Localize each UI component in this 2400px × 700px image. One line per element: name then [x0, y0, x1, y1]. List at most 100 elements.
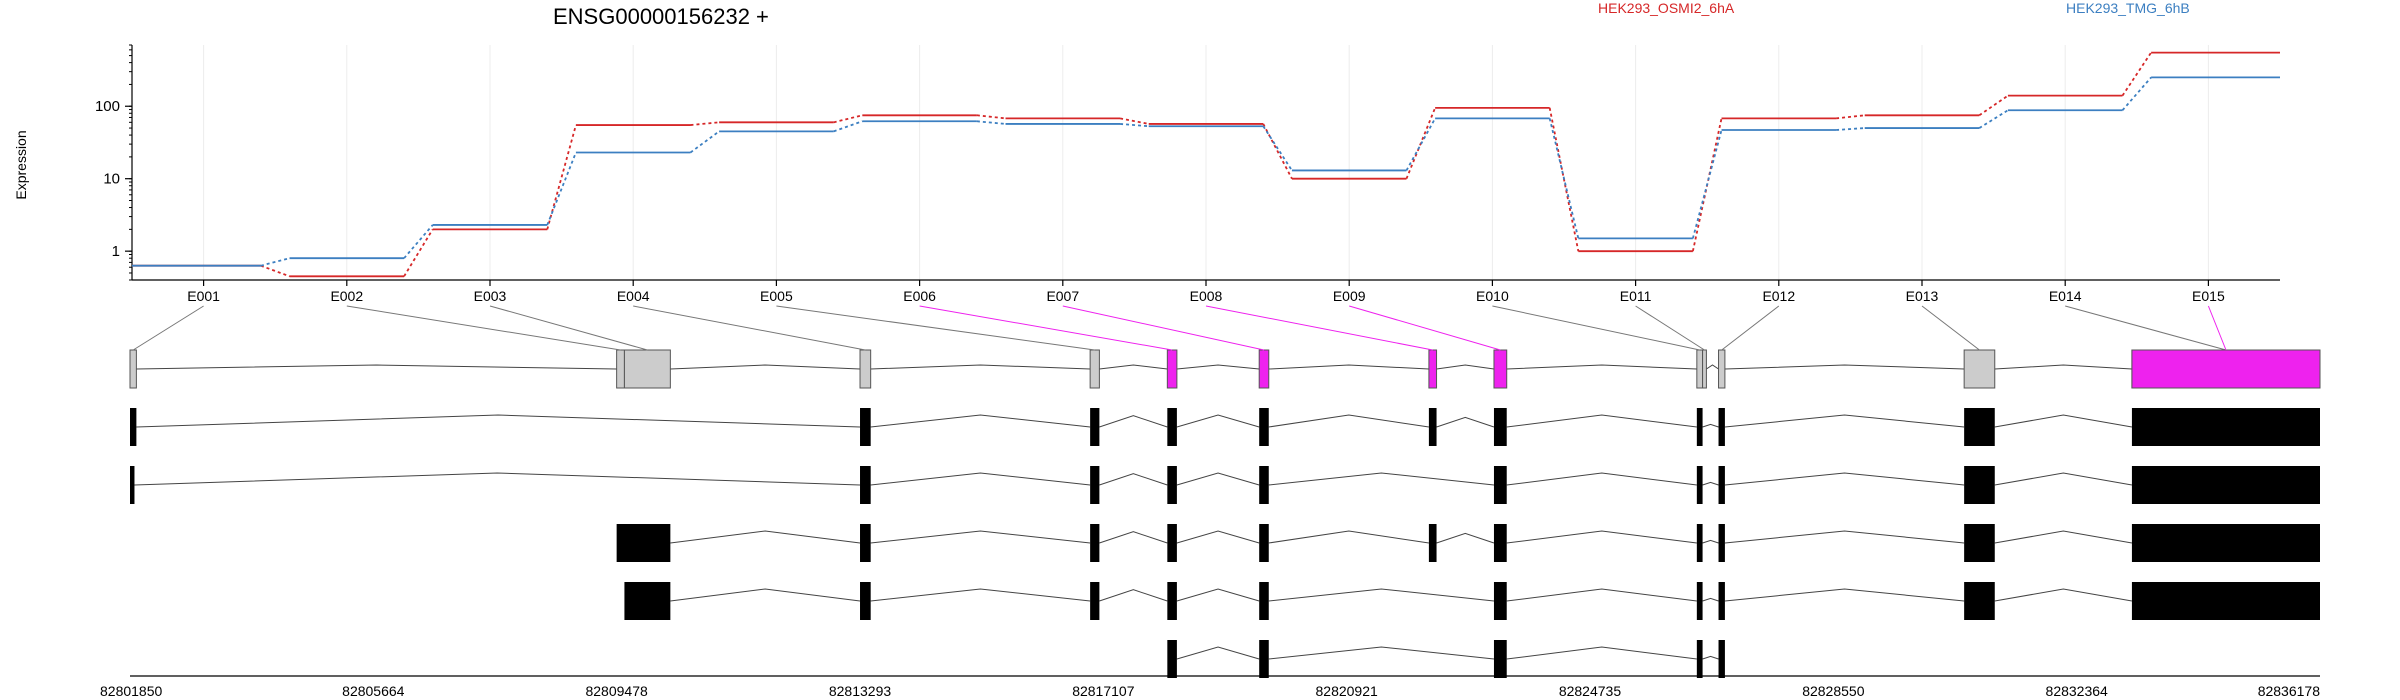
expression-plot: 1 10 100 E001 E002 E003 E004 E005 E006 E007 E008 E0…: [95, 44, 2280, 304]
exon-box-e007: [1258, 349, 1270, 389]
legend-label-series-0: HEK293_OSMI2_6hA: [1598, 0, 1735, 16]
intron-line: [1702, 655, 1719, 660]
connector-segment: [690, 121, 720, 126]
transcript-exon: [1718, 524, 1725, 562]
exon-link-line: [1205, 305, 1433, 351]
transcript-exon: [1428, 524, 1437, 562]
transcript-exon: [1493, 408, 1507, 446]
transcript-exon: [860, 466, 871, 504]
exon-box-e013: [1963, 349, 1996, 389]
transcript-exon: [130, 466, 135, 504]
genomic-tick-label: 82813293: [829, 683, 892, 699]
transcript-exon: [1167, 466, 1177, 504]
x-tick-label: E014: [2049, 288, 2082, 304]
intron-line: [1994, 364, 2132, 370]
exon-box-e006: [1166, 349, 1178, 389]
intron-line: [136, 414, 861, 428]
genomic-tick-label: 82824735: [1559, 683, 1622, 699]
genomic-tick-label: 82809478: [585, 683, 648, 699]
transcript-tracks: [130, 408, 2320, 678]
x-tick-label: E009: [1333, 288, 1366, 304]
intron-line: [1506, 530, 1697, 544]
intron-line: [1436, 364, 1495, 370]
transcript-exon: [1696, 640, 1703, 678]
transcript-exon: [624, 582, 671, 620]
connector-segment: [689, 130, 720, 154]
intron-line: [1506, 472, 1697, 486]
transcript-exon: [1167, 524, 1177, 562]
exon-box-e011: [1702, 349, 1707, 389]
connector-segment: [833, 114, 863, 124]
intron-line: [1099, 415, 1168, 428]
intron-line: [134, 472, 861, 486]
exon-link-line: [919, 305, 1173, 351]
chart-title: ENSG00000156232 +: [553, 4, 769, 29]
transcript-exon: [860, 524, 871, 562]
transcript-exon: [130, 408, 137, 446]
exon-link-line: [1349, 305, 1501, 351]
exon-link-line: [132, 305, 204, 351]
intron-line: [870, 472, 1091, 486]
intron-line: [1268, 588, 1495, 602]
genomic-tick-label: 82817107: [1072, 683, 1135, 699]
connector-segment: [1978, 94, 2009, 117]
intron-line: [1506, 414, 1697, 428]
x-tick-label: E012: [1762, 288, 1795, 304]
series-1: [132, 76, 2280, 267]
transcript-exon: [1259, 582, 1269, 620]
exon-box-e008: [1428, 349, 1438, 389]
transcript-exon: [1696, 466, 1703, 504]
transcript-exon: [1493, 524, 1507, 562]
transcript-exon: [1259, 466, 1269, 504]
transcript-exon: [1718, 582, 1725, 620]
transcript-exon: [1167, 640, 1177, 678]
transcript-track-3: [616, 524, 2320, 562]
transcript-exon: [1696, 524, 1703, 562]
connector-segment: [2121, 76, 2152, 111]
intron-line: [1176, 530, 1260, 544]
y-tick-label: 1: [112, 243, 120, 260]
transcript-exon: [616, 524, 671, 562]
exon-link-line: [346, 305, 621, 351]
transcript-exon: [1493, 466, 1507, 504]
transcript-exon: [1259, 640, 1269, 678]
transcript-exon: [1964, 524, 1995, 562]
connector-segment: [976, 114, 1006, 120]
intron-line: [870, 364, 1091, 370]
connector-segment: [1548, 118, 1580, 239]
transcript-exon: [1696, 582, 1703, 620]
connector-segment: [1835, 114, 1865, 120]
connector-segment: [2121, 52, 2152, 97]
transcript-exon: [2131, 466, 2320, 504]
connector-segment: [1692, 129, 1723, 239]
intron-line: [1099, 473, 1168, 486]
intron-line: [1176, 588, 1260, 602]
intron-line: [1724, 588, 1965, 602]
intron-line: [136, 364, 617, 370]
intron-line: [1268, 646, 1495, 660]
connector-segment: [1836, 127, 1865, 131]
connector-segment: [403, 224, 434, 259]
intron-line: [670, 530, 861, 544]
transcript-exon: [1090, 408, 1100, 446]
x-tick-label: E003: [474, 288, 507, 304]
exon-link-line: [1635, 305, 1705, 351]
intron-line: [1702, 539, 1719, 544]
exon-link-line: [1921, 305, 1980, 351]
x-tick-label: E007: [1046, 288, 1079, 304]
exon-box-e004: [859, 349, 872, 389]
x-tick-label: E006: [903, 288, 936, 304]
genomic-tick-label: 82832364: [2046, 683, 2109, 699]
connector-segment: [1262, 125, 1293, 171]
intron-line: [1506, 588, 1697, 602]
exon-link-line: [489, 305, 648, 351]
x-tick-label: E011: [1620, 288, 1652, 304]
exon-link-line: [2207, 305, 2227, 351]
connector-segment: [1405, 117, 1436, 171]
transcript-exon: [860, 582, 871, 620]
x-tick-label: E005: [760, 288, 793, 304]
exon-link-line: [1492, 305, 1700, 351]
exon-box-e012: [1718, 349, 1726, 389]
transcript-track-5: [1167, 640, 1725, 678]
x-tick-label: E002: [330, 288, 363, 304]
